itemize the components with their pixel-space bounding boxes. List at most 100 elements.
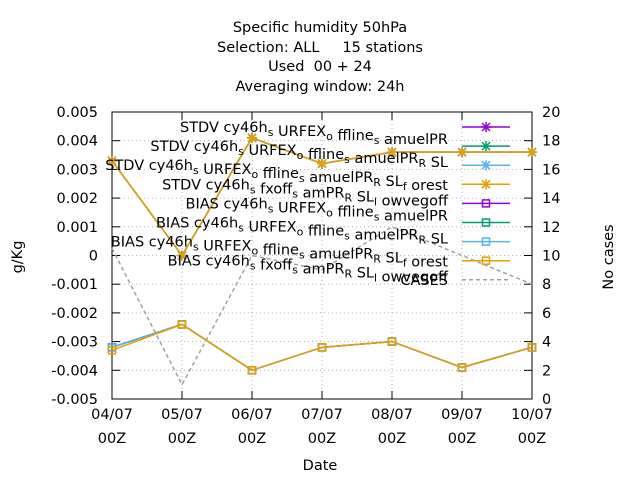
y-tick-label: -0.004 [51,363,98,379]
y2-tick-label: 4 [542,335,551,351]
data-point [481,199,491,208]
title-line-4: Averaging window: 24h [235,79,404,95]
legend-label: STDV cy46hs URFEXo fflines amuelPR [180,120,448,148]
series-line [111,225,533,387]
series-7 [107,320,537,375]
legend-text-sub: s [292,187,298,200]
legend-text-part: SL [426,155,448,171]
legend-text-sub: s [344,230,350,243]
legend-text-sub: o [297,149,304,162]
legend-label: BIAS cy46hs URFEXo fflines amuelPRR SL [156,216,448,248]
y-tick-label: 0.002 [56,191,98,207]
chart-title: Specific humidity 50hPa Selection: ALL 1… [217,20,423,95]
x-tick-label: 06/07 [231,407,273,423]
legend-item-3: STDV cy46hs fxoffs amPRR SLl owvegoff [162,177,510,209]
y-tick-label: -0.002 [51,306,98,322]
data-point [527,343,537,352]
legend-text-sub: s [299,249,305,262]
data-point [247,366,257,375]
legend-text-part: owvegoff [377,270,449,286]
legend-text-sub: o [251,245,258,258]
x-tick-label: 08/07 [371,407,413,423]
legend-text-part: SL [352,189,374,205]
legend-text-part: STDV [150,139,189,155]
legend-text-part: URFEX [244,143,297,159]
legend-text-sub: s [268,202,274,215]
title-line-1: Specific humidity 50hPa [233,20,407,36]
y-axis-label: g/Kg [10,241,26,274]
legend-item-6: BIAS cy46hs URFEXo fflines amuelPRR SLf … [111,235,510,271]
y-tick-label: 0.005 [56,105,98,121]
legend-text-part: CASES [400,273,448,289]
legend-text-part: amuelPR [379,132,448,148]
legend-text-part: fxoff [256,258,294,274]
legend-text-part: amuelPR [350,151,419,167]
y-tick-label: 0 [89,249,98,265]
legend-text-sub: o [326,130,333,143]
y2-tick-label: 18 [542,134,560,150]
legend-text-part: orest [407,255,449,271]
legend-text-part: ffline [258,166,299,182]
legend-text-sub: s [299,172,305,185]
legend-text-part: amPR [298,262,344,278]
y2-tick-label: 8 [542,277,551,293]
legend-text-sub: l [374,195,377,208]
x-tick-label-time: 00Z [378,431,406,447]
y2-tick-label: 14 [542,191,560,207]
legend-text-part: amuelPR [305,170,374,186]
data-point [317,158,327,169]
y2-axis-label: No cases [601,224,617,289]
legend-label: BIAS cy46hs URFEXo fflines amuelPR [186,196,448,224]
data-point [457,363,467,372]
legend-text-sub: R [344,191,352,204]
title-line-3: Used 00 + 24 [268,59,372,75]
x-axis-label: Date [303,458,338,474]
legend-text-sub: s [250,183,256,196]
y-tick-label: -0.005 [51,392,98,408]
legend-item-7: BIAS cy46hs fxoffs amPRR SLl owvegoff [168,254,510,286]
data-point [527,147,537,158]
legend-text-sub: R [418,234,426,247]
y2-tick-label: 6 [542,306,551,322]
legend-text-sub: l [374,272,377,285]
legend-text-part: ffline [303,147,344,163]
data-point [481,218,491,227]
y2-tick-label: 16 [542,162,560,178]
data-point [481,237,491,246]
data-point [387,337,397,346]
x-tick-label-time: 00Z [238,431,266,447]
legend-text-sub: f [403,257,408,270]
x-tick-label-time: 00Z [98,431,126,447]
legend-text-sub: R [418,157,426,170]
data-point [107,155,117,166]
legend-text-part: BIAS [111,235,144,251]
series-line [111,323,533,372]
data-point [481,141,491,152]
x-tick-label-time: 00Z [308,431,336,447]
y2-tick-label: 12 [542,220,560,236]
legend-text-part: URFEX [199,239,252,255]
legend-text-part: ffline [258,243,299,259]
data-point [481,179,491,190]
legend-text-part: STDV [180,120,219,136]
legend-text-part: URFEX [199,162,252,178]
legend-text-part: BIAS [186,196,219,212]
legend-text-part: owvegoff [377,193,449,209]
legend-text-part: ffline [333,204,374,220]
title-line-2: Selection: ALL 15 stations [217,40,423,56]
series-8 [111,225,533,387]
y-tick-label: -0.001 [51,277,98,293]
y-tick-label: 0.001 [56,220,98,236]
legend-text-sub: s [374,134,380,147]
legend-text-sub: s [193,164,199,177]
y2-tick-label: 0 [542,392,551,408]
legend-label: BIAS cy46hs URFEXo fflines amuelPRR SLf … [111,235,449,271]
legend-text-sub: s [292,264,298,277]
legend-text-part: SL [426,232,448,248]
axes: -0.005 -0.004 -0.003 -0.002 -0.001 0 0.001 0.00… [51,105,560,447]
legend-text-part: cy46h [189,139,238,155]
x-tick-label: 07/07 [301,407,343,423]
legend-text-part: ffline [303,224,344,240]
data-point [317,343,327,352]
legend-text-part: amuelPR [305,247,374,263]
